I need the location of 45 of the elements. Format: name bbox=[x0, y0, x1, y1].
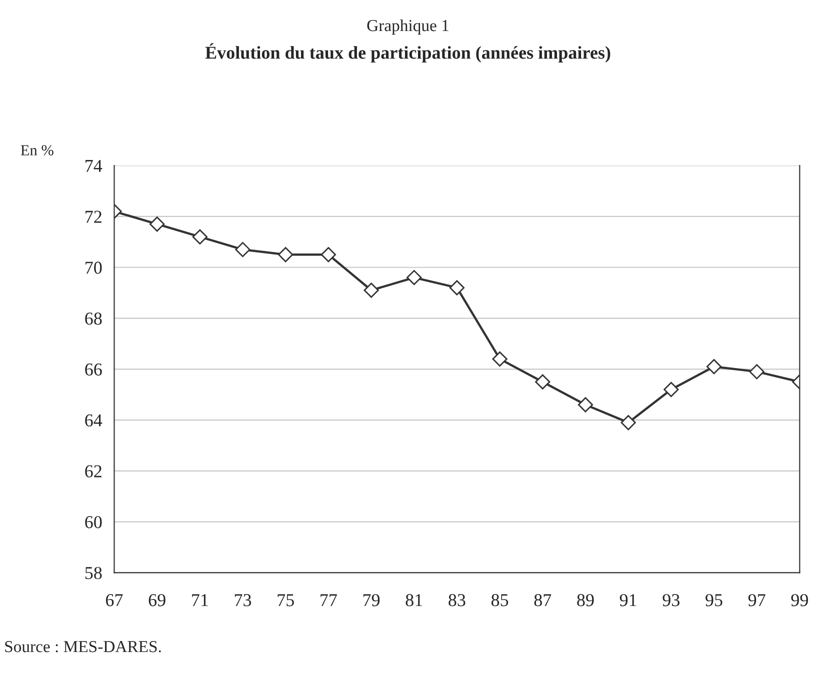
x-tick-label: 69 bbox=[148, 594, 166, 606]
x-tick-label: 73 bbox=[234, 594, 252, 606]
x-tick-label: 67 bbox=[106, 594, 123, 606]
x-tick-label: 97 bbox=[748, 594, 766, 606]
point bbox=[364, 282, 379, 298]
point bbox=[406, 270, 422, 286]
point bbox=[492, 351, 508, 367]
x-tick-label: 85 bbox=[491, 594, 508, 606]
chart-subtitle: Évolution du taux de participation (années impaires) bbox=[205, 43, 610, 62]
point bbox=[620, 415, 636, 430]
x-tick-label: 93 bbox=[662, 594, 680, 606]
point bbox=[192, 229, 208, 244]
y-tick-label: 70 bbox=[86, 262, 102, 274]
point bbox=[320, 247, 336, 262]
x-tick-label: 83 bbox=[448, 594, 466, 606]
point bbox=[235, 242, 250, 258]
point bbox=[535, 374, 550, 390]
x-tick-label: 75 bbox=[278, 594, 294, 606]
y-tick-label: 72 bbox=[86, 210, 102, 223]
y-tick-label: 62 bbox=[85, 465, 102, 478]
x-tick-label: 79 bbox=[363, 594, 380, 606]
x-tick-label: 77 bbox=[320, 594, 337, 606]
y-tick-label: 64 bbox=[85, 414, 102, 426]
y-tick-label: 66 bbox=[85, 363, 102, 376]
point bbox=[150, 216, 165, 232]
source-note: Source : MES-DARES. bbox=[5, 641, 161, 652]
x-tick-label: 81 bbox=[406, 594, 422, 606]
y-tick-label: 74 bbox=[86, 160, 102, 172]
x-tick-label: 95 bbox=[706, 594, 722, 606]
point bbox=[749, 364, 764, 380]
point bbox=[706, 359, 722, 374]
point bbox=[664, 382, 679, 398]
x-tick-label: 91 bbox=[620, 594, 636, 606]
x-tick-label: 89 bbox=[577, 594, 594, 606]
x-tick-label: 71 bbox=[192, 594, 208, 606]
point bbox=[278, 247, 294, 262]
point bbox=[578, 397, 594, 412]
x-tick-label: 87 bbox=[534, 594, 552, 606]
y-axis-title: En % bbox=[20, 145, 54, 156]
y-tick-label: 58 bbox=[85, 566, 102, 580]
y-tick-label: 68 bbox=[85, 312, 102, 325]
x-tick-label: 99 bbox=[791, 594, 808, 606]
y-tick-label: 60 bbox=[85, 516, 102, 528]
chart-title: Graphique 1 bbox=[367, 19, 448, 35]
point bbox=[449, 280, 465, 296]
